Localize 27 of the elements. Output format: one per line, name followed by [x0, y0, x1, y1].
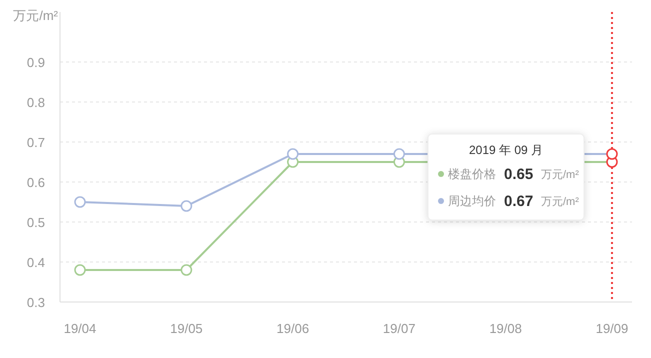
- annotation: 万元/m²: [541, 196, 580, 208]
- y-tick-label: 0.3: [26, 295, 45, 310]
- y-tick-label: 0.8: [26, 95, 45, 110]
- legend-title: 2019 年 09 月: [468, 143, 544, 157]
- annotation: 0.65: [504, 166, 534, 183]
- y-tick-label: 0.7: [26, 135, 45, 150]
- y-tick-label: 0.5: [26, 215, 45, 230]
- x-tick-label: 19/09: [596, 321, 628, 336]
- x-tick-label: 19/04: [64, 321, 96, 336]
- point: [180, 264, 192, 276]
- legend-label: 周边均价: [448, 194, 496, 208]
- point: [74, 196, 86, 208]
- y-axis-title: 万元/m²: [13, 8, 59, 23]
- x-tick-label: 19/08: [489, 321, 522, 336]
- legend-label: 楼盘价格: [448, 167, 496, 181]
- y-tick-label: 0.4: [26, 255, 45, 270]
- point: [74, 264, 86, 276]
- annotation: 万元/m²: [541, 169, 580, 181]
- point: [393, 148, 405, 160]
- annotation: 0.67: [504, 193, 534, 210]
- x-tick-label: 19/07: [382, 321, 416, 336]
- y-tick-label: 0.6: [26, 175, 45, 190]
- point: [180, 200, 192, 212]
- x-tick-label: 19/06: [276, 321, 310, 336]
- x-tick-label: 19/05: [170, 321, 203, 336]
- point: [287, 148, 299, 160]
- y-tick-label: 0.9: [26, 55, 45, 70]
